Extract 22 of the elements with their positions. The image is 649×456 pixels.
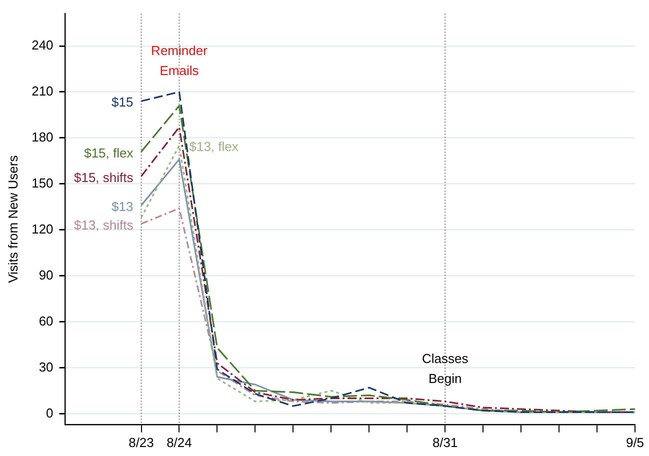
- x-tick-label: 8/23: [128, 434, 154, 450]
- x-tick-label: 9/5: [626, 434, 644, 450]
- x-tick-label: 8/24: [166, 434, 192, 450]
- y-tick-label: 90: [38, 267, 54, 282]
- annotation: Classes Begin: [422, 350, 469, 386]
- y-tick-label: 150: [32, 175, 54, 190]
- y-tick-label: 120: [32, 221, 54, 236]
- y-tick-label: 210: [32, 84, 54, 99]
- x-tick-label: 8/31: [432, 434, 458, 450]
- annotation: Reminder Emails: [151, 42, 208, 78]
- series-label: $15, flex: [84, 145, 134, 160]
- series-label: $13, shifts: [74, 217, 134, 232]
- y-axis-title: Visits from New Users: [5, 154, 20, 283]
- y-tick-label: 0: [46, 405, 54, 420]
- series-label: $15: [112, 94, 134, 110]
- series-label: $13, flex: [189, 139, 239, 154]
- y-tick-label: 60: [38, 313, 54, 328]
- y-tick-label: 180: [32, 129, 54, 144]
- series-label: $15, shifts: [74, 170, 134, 185]
- series-label: $13: [112, 198, 134, 214]
- y-tick-label: 30: [38, 359, 54, 374]
- y-tick-label: 240: [32, 38, 54, 53]
